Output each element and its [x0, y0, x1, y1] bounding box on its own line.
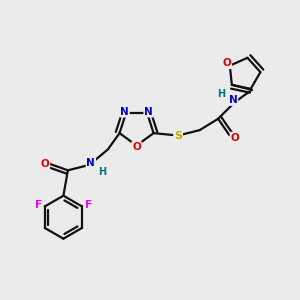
Text: O: O	[223, 58, 231, 68]
Text: O: O	[132, 142, 141, 152]
Text: N: N	[229, 95, 237, 105]
Text: O: O	[40, 159, 49, 169]
Text: N: N	[144, 106, 153, 117]
Text: O: O	[230, 133, 239, 142]
Text: F: F	[85, 200, 92, 210]
Text: F: F	[35, 200, 42, 210]
Text: N: N	[86, 158, 95, 168]
Text: N: N	[120, 106, 129, 117]
Text: H: H	[98, 167, 106, 176]
Text: S: S	[174, 130, 182, 140]
Text: H: H	[217, 89, 225, 99]
